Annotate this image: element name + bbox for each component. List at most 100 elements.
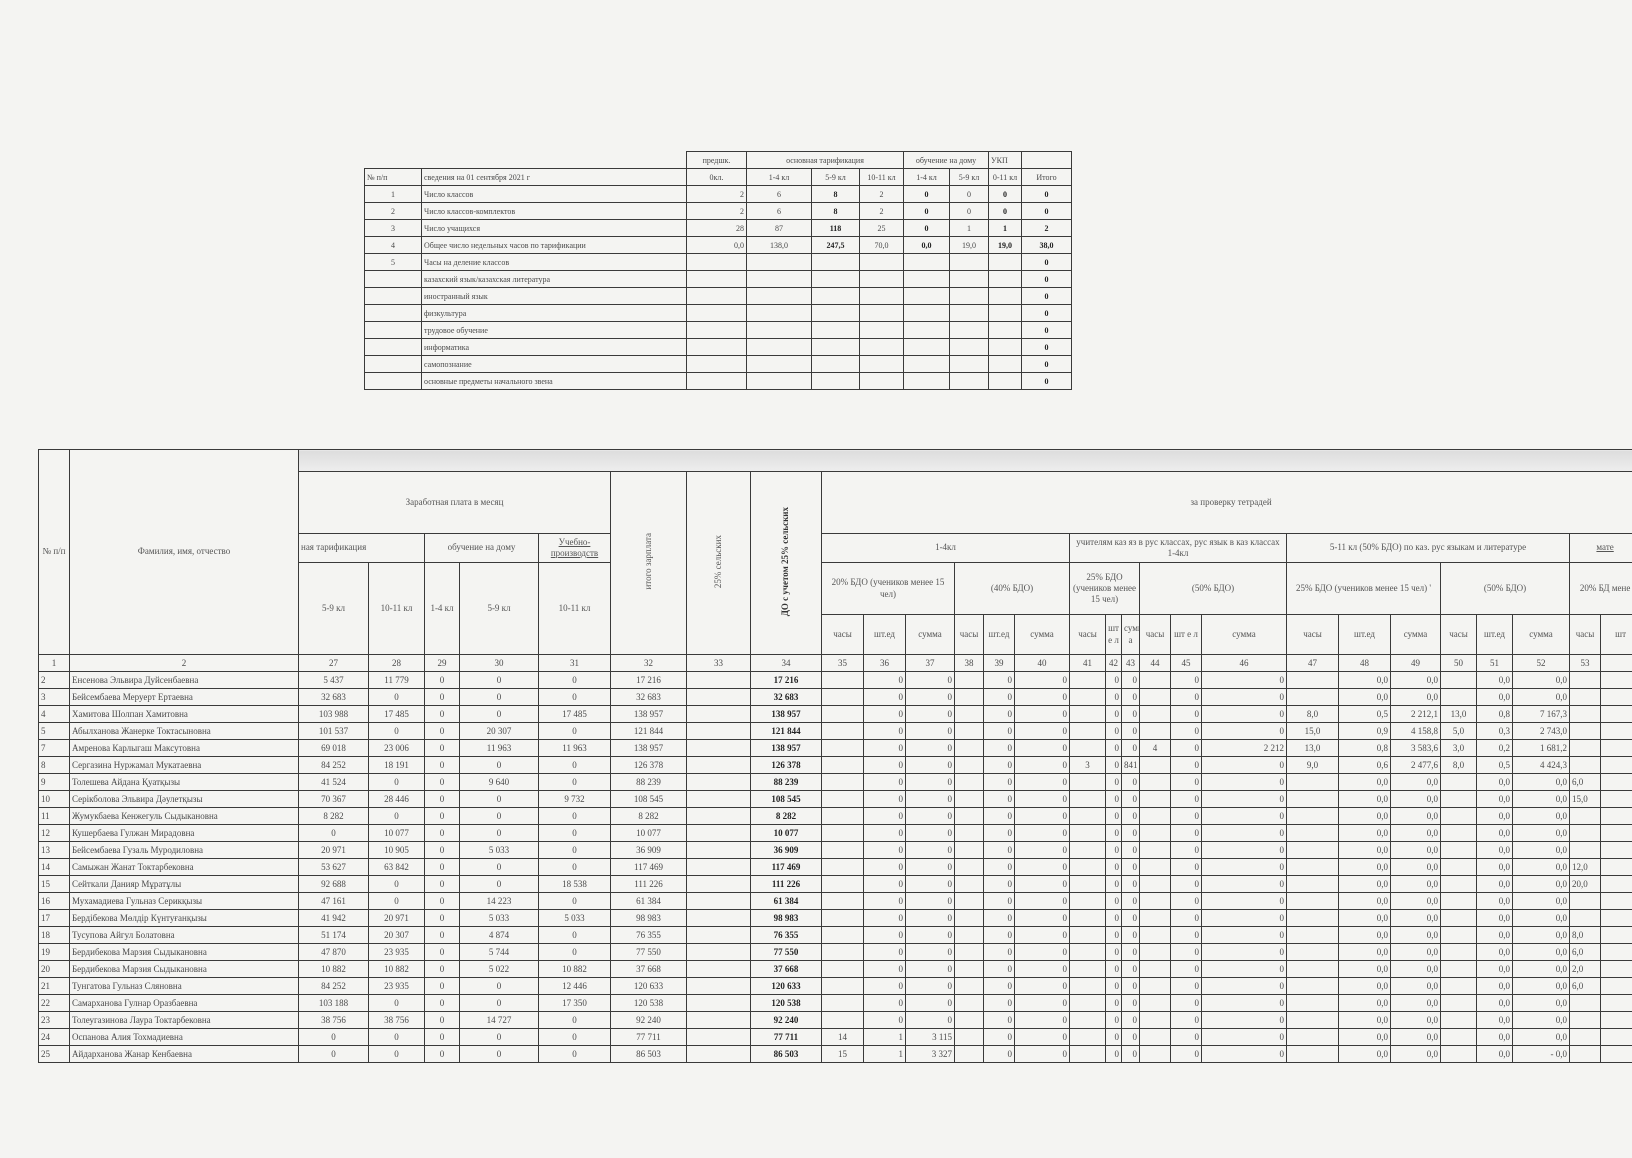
table-cell: 0	[1014, 892, 1070, 910]
table-cell	[1069, 977, 1106, 995]
table-cell: 138 957	[610, 739, 687, 757]
table-cell: 0	[983, 756, 1015, 774]
column-number	[1599, 654, 1632, 672]
table-cell: 0	[1105, 977, 1122, 995]
summary-cell	[988, 287, 1023, 305]
table-cell: 0,0	[1390, 1011, 1441, 1029]
summary-cell: 6	[746, 202, 812, 220]
summary-cell	[859, 321, 904, 339]
table-cell: 0	[1121, 671, 1140, 689]
summary-cell	[948, 287, 990, 305]
summary-row: казахский язык/казахская литература 0	[364, 270, 1073, 288]
table-cell	[686, 773, 751, 791]
table-cell	[1069, 892, 1106, 910]
table-cell: 0	[1201, 977, 1287, 995]
summary-cell	[903, 338, 950, 356]
table-cell: 0	[1105, 1011, 1122, 1029]
table-cell: 0,0	[1476, 926, 1513, 944]
table-cell: 0	[1201, 1011, 1287, 1029]
table-cell: 0	[1170, 1028, 1202, 1046]
table-cell	[1440, 688, 1477, 706]
table-cell: 23 006	[368, 739, 425, 757]
table-cell: 36 909	[750, 841, 822, 859]
table-cell: 0	[983, 960, 1015, 978]
table-cell	[686, 722, 751, 740]
table-cell: 0	[905, 926, 955, 944]
table-cell: 0	[905, 909, 955, 927]
column-number: 42	[1105, 654, 1122, 672]
table-cell	[954, 688, 984, 706]
summary-cell	[746, 287, 812, 305]
table-cell: 8 282	[610, 807, 687, 825]
table-cell: 0,0	[1512, 773, 1570, 791]
table-row: 14 Самыжан Жанат Токтарбековна 53 627 63 84…	[38, 858, 1632, 876]
table-cell	[1569, 841, 1601, 859]
table-cell: 5,0	[1440, 722, 1477, 740]
table-cell: 0	[863, 722, 906, 740]
table-cell: 0	[1105, 909, 1122, 927]
table-cell	[1286, 994, 1339, 1012]
table-cell	[1069, 875, 1106, 893]
table-cell	[1139, 1045, 1171, 1063]
table-cell: 0	[1170, 722, 1202, 740]
summary-label: Число классов	[421, 185, 687, 203]
table-cell: 0	[905, 722, 955, 740]
table-cell: 0	[1014, 1028, 1070, 1046]
table-cell: 0	[863, 977, 906, 995]
group-header-math: мате	[1568, 533, 1632, 563]
table-cell	[954, 773, 984, 791]
table-cell: 0	[1121, 1028, 1140, 1046]
leaf-col-header: часы	[1569, 614, 1601, 655]
table-cell: 61 384	[610, 892, 687, 910]
table-cell: 0	[538, 807, 611, 825]
table-row: 25 Айдарханова Жанар Кенбаевна 0 0 0 0 0 86 503…	[38, 1045, 1632, 1063]
employee-name: Хамитова Шолпан Хамитовна	[69, 705, 299, 723]
table-cell: 13,0	[1440, 705, 1477, 723]
employee-name: Бейсембаева Меруерт Ертаевна	[69, 688, 299, 706]
table-cell: 0,0	[1512, 790, 1570, 808]
table-cell	[1569, 705, 1601, 723]
table-cell: 0	[1014, 858, 1070, 876]
table-cell	[1440, 977, 1477, 995]
column-number: 44	[1139, 654, 1171, 672]
employee-name: Абылханова Жанерке Токтасыновна	[69, 722, 299, 740]
summary-cell	[746, 372, 812, 390]
table-cell: 10 905	[368, 841, 425, 859]
group-header: предшк.	[686, 151, 747, 169]
table-cell: 0,0	[1338, 875, 1391, 893]
table-cell: - 0,0	[1512, 1045, 1570, 1063]
table-cell: 0	[298, 824, 369, 842]
table-cell	[1440, 875, 1477, 893]
table-cell: 0	[424, 807, 460, 825]
table-cell: 9,0	[1286, 756, 1339, 774]
table-cell	[1599, 705, 1632, 723]
summary-label: Общее число недельных часов по тарификац…	[421, 236, 687, 254]
table-cell	[1599, 909, 1632, 927]
table-cell: 0	[1105, 824, 1122, 842]
table-cell: 0,0	[1476, 841, 1513, 859]
table-cell: 0,0	[1390, 909, 1441, 927]
summary-cell: 2	[686, 202, 747, 220]
table-cell	[1569, 739, 1601, 757]
table-cell	[1069, 994, 1106, 1012]
table-cell: 0	[424, 994, 460, 1012]
table-row: 23 Толеугазинова Лаура Токтарбековна 38 75…	[38, 1011, 1632, 1029]
table-cell: 9 732	[538, 790, 611, 808]
table-cell: 0	[1121, 688, 1140, 706]
table-cell: 0	[1105, 1045, 1122, 1063]
table-cell: 0	[1201, 926, 1287, 944]
table-cell	[1139, 892, 1171, 910]
table-cell	[821, 943, 864, 961]
table-cell: 0	[368, 773, 425, 791]
table-cell: 0,0	[1476, 807, 1513, 825]
table-cell: 0	[1105, 807, 1122, 825]
employee-name: Мухамадиева Гульназ Серикқызы	[69, 892, 299, 910]
table-cell	[954, 756, 984, 774]
table-cell	[821, 1011, 864, 1029]
table-cell	[1569, 1011, 1601, 1029]
table-cell	[821, 807, 864, 825]
table-row: 10 Серікболова Эльвира Дәулетқызы 70 367 28…	[38, 790, 1632, 808]
row-number: 2	[38, 671, 70, 689]
table-cell	[1286, 824, 1339, 842]
row-number: 15	[38, 875, 70, 893]
